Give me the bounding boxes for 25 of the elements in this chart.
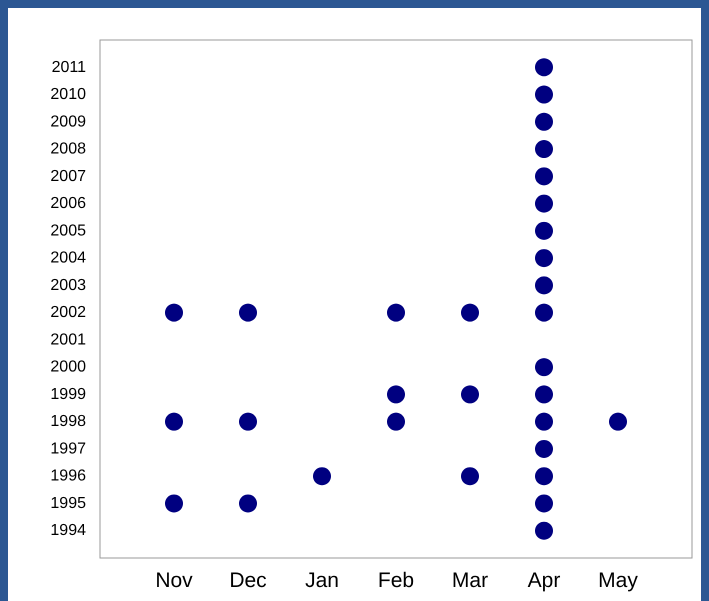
y-tick-label: 2005 bbox=[50, 222, 86, 240]
y-tick-label: 2002 bbox=[50, 304, 86, 322]
y-tick-label: 2001 bbox=[50, 331, 86, 348]
y-tick-label: 2011 bbox=[52, 58, 86, 76]
x-tick-label: Apr bbox=[528, 569, 560, 592]
x-tick-label: Mar bbox=[452, 569, 488, 592]
y-tick-label: 1999 bbox=[50, 386, 86, 403]
y-tick-label: 1996 bbox=[50, 468, 86, 485]
x-tick-label: Dec bbox=[229, 569, 267, 592]
y-tick-label: 2000 bbox=[50, 358, 86, 376]
x-tick-label: Jan bbox=[305, 569, 339, 592]
y-tick-label: 2009 bbox=[50, 113, 86, 130]
x-tick-label: Feb bbox=[378, 569, 414, 592]
y-tick-label: 2003 bbox=[50, 276, 86, 294]
y-tick-label: 1997 bbox=[50, 440, 86, 458]
y-tick-label: 2004 bbox=[50, 250, 86, 267]
y-tick-label: 2007 bbox=[50, 168, 86, 185]
x-tick-label: May bbox=[598, 569, 638, 592]
x-tick-label: Nov bbox=[155, 569, 194, 592]
y-tick-label: 1995 bbox=[50, 494, 86, 512]
y-tick-label: 1994 bbox=[50, 522, 86, 540]
y-tick-label: 2008 bbox=[50, 140, 86, 158]
y-tick-label: 2006 bbox=[50, 195, 86, 212]
y-tick-label: 2010 bbox=[50, 86, 86, 104]
y-tick-label: 1998 bbox=[50, 413, 86, 430]
